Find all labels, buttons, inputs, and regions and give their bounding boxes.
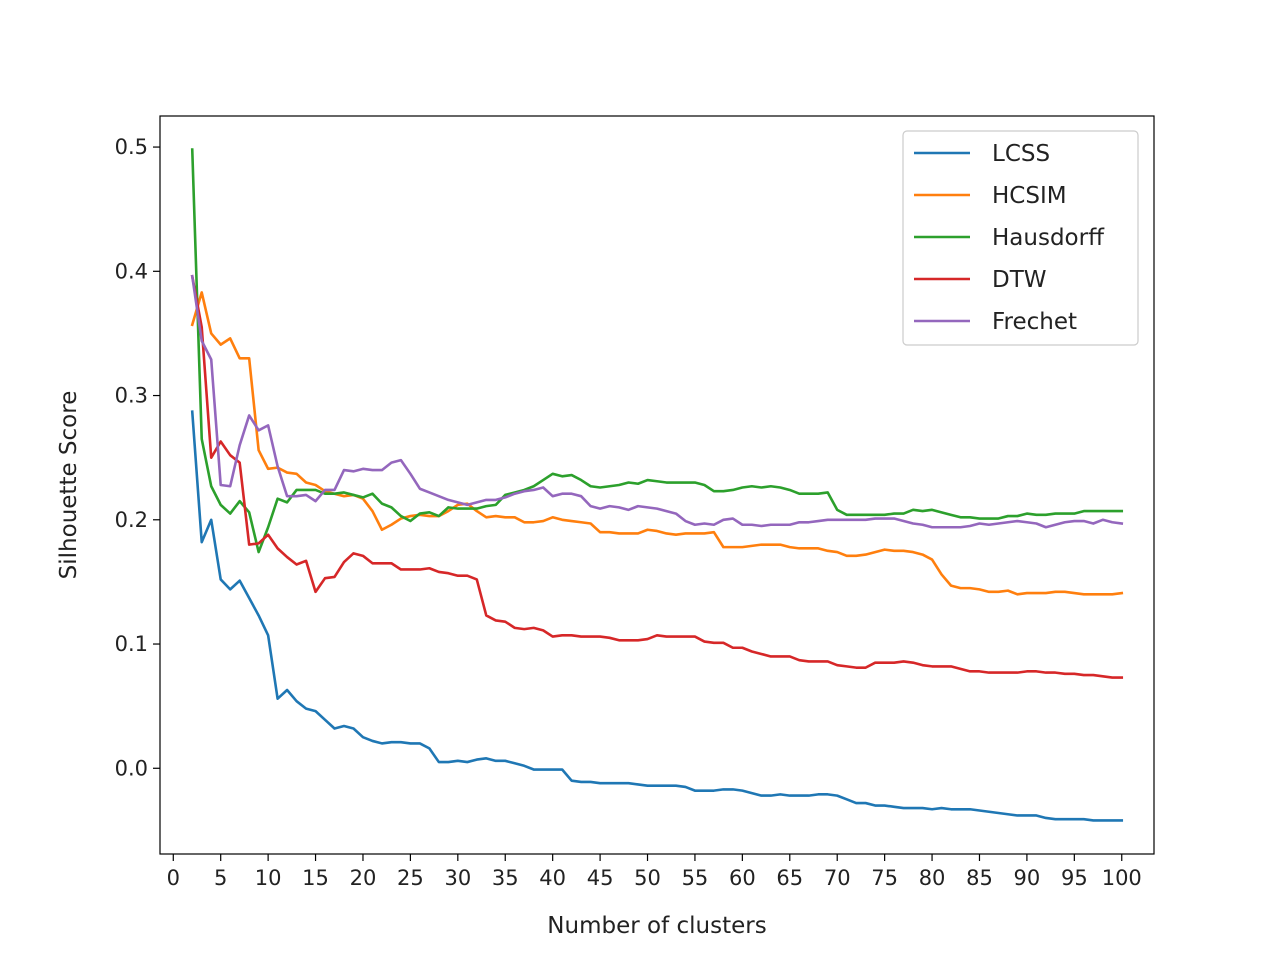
- x-tick-label: 40: [539, 866, 566, 890]
- x-tick-label: 85: [966, 866, 993, 890]
- x-tick-label: 80: [919, 866, 946, 890]
- x-tick-label: 5: [214, 866, 227, 890]
- x-tick-label: 20: [350, 866, 377, 890]
- legend-label-dtw: DTW: [992, 267, 1047, 293]
- x-tick-label: 65: [776, 866, 803, 890]
- x-tick-label: 70: [824, 866, 851, 890]
- y-tick-label: 0.0: [115, 756, 148, 780]
- x-tick-label: 95: [1061, 866, 1088, 890]
- x-tick-label: 15: [302, 866, 329, 890]
- y-axis-label: Silhouette Score: [56, 391, 82, 580]
- legend-label-frechet: Frechet: [992, 309, 1077, 335]
- x-tick-label: 0: [167, 866, 180, 890]
- y-axis: 0.0 0.1 0.2 0.3 0.4 0.5: [115, 135, 160, 780]
- series-line-frechet: [190, 274, 1124, 529]
- series-line-dtw: [190, 274, 1124, 679]
- x-tick-label: 75: [871, 866, 898, 890]
- x-tick-label: 25: [397, 866, 424, 890]
- x-tick-label: 55: [682, 866, 709, 890]
- series-line-hcsim: [190, 291, 1124, 596]
- x-axis-label: Number of clusters: [547, 913, 766, 939]
- x-axis: 0 5 10 15 20 25 30 35 40 45 50 55 60 65 70 75 80 85 90 95 10…: [167, 854, 1142, 890]
- legend-label-hausdorff: Hausdorff: [992, 225, 1105, 251]
- legend-label-hcsim: HCSIM: [992, 183, 1067, 209]
- axes-frame: [159, 115, 1155, 855]
- legend-label-lcss: LCSS: [992, 141, 1050, 167]
- x-tick-label: 50: [634, 866, 661, 890]
- y-tick-label: 0.5: [115, 135, 148, 159]
- x-tick-label: 100: [1102, 866, 1142, 890]
- x-tick-label: 45: [587, 866, 614, 890]
- x-tick-label: 35: [492, 866, 519, 890]
- y-tick-label: 0.2: [115, 508, 148, 532]
- y-tick-label: 0.3: [115, 384, 148, 408]
- series-line-lcss: [190, 410, 1124, 822]
- x-tick-label: 60: [729, 866, 756, 890]
- y-tick-label: 0.4: [115, 259, 148, 283]
- x-tick-label: 30: [444, 866, 471, 890]
- series-line-hausdorff: [190, 148, 1124, 554]
- y-tick-label: 0.1: [115, 632, 148, 656]
- series-layer: [190, 148, 1124, 822]
- x-tick-label: 10: [255, 866, 282, 890]
- legend: LCSS HCSIM Hausdorff DTW Frechet: [902, 130, 1139, 346]
- x-tick-label: 90: [1014, 866, 1041, 890]
- legend-box: [902, 130, 1139, 346]
